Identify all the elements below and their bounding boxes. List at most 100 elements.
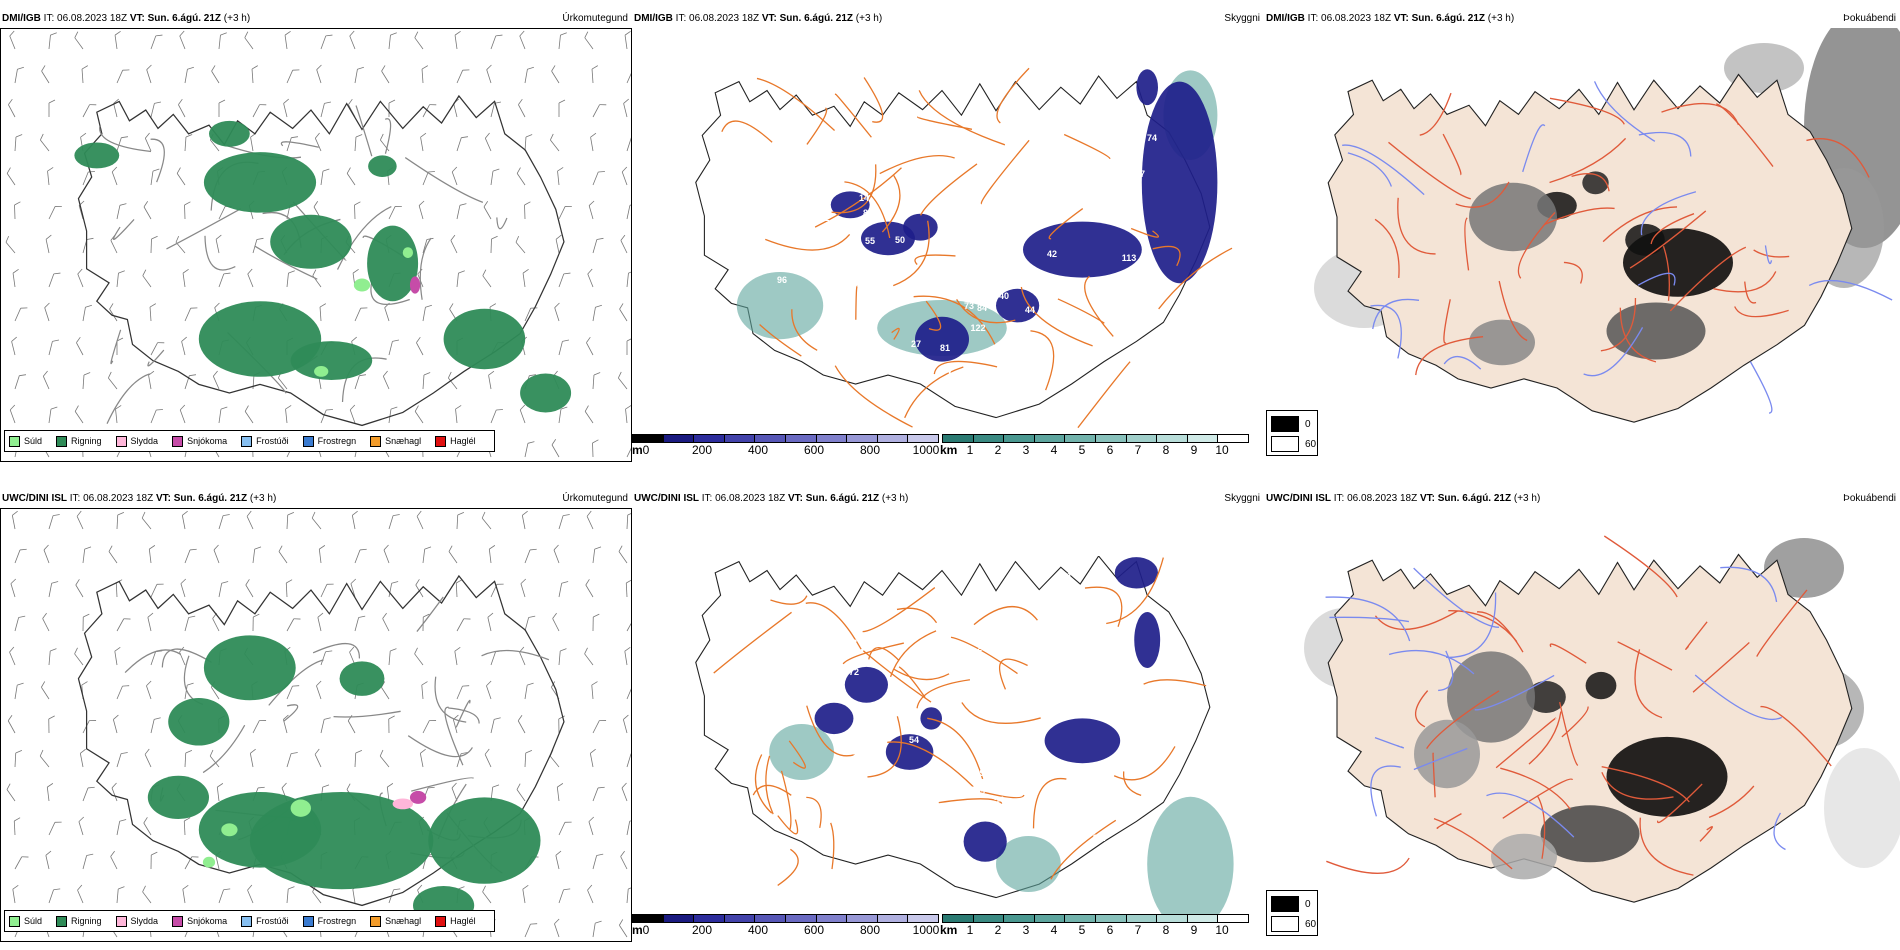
panel-header: DMI/IGB IT: 06.08.2023 18Z VT: Sun. 6.ág… — [632, 10, 1264, 28]
road-line — [1559, 701, 1579, 766]
lead-time: (+3 h) — [1487, 13, 1515, 24]
road-line — [416, 596, 444, 632]
road-line — [1808, 279, 1893, 301]
road-line — [1419, 92, 1452, 136]
wind-barb — [218, 888, 231, 904]
wind-barb — [422, 104, 437, 118]
wind-barb — [184, 615, 196, 632]
visibility-value: 40 — [998, 291, 1010, 301]
wind-barb — [618, 371, 628, 390]
fog-area — [1540, 805, 1640, 863]
wind-barb — [116, 136, 129, 152]
wind-barb — [14, 548, 27, 564]
precip-legend-label: Slydda — [130, 436, 159, 446]
wind-barb — [283, 98, 289, 118]
wind-barb — [184, 66, 194, 84]
precip-map-graphic — [77, 574, 565, 925]
road-line — [204, 235, 236, 271]
wind-barb — [551, 439, 560, 458]
road-line — [1048, 208, 1084, 240]
precip-legend-label: Haglél — [450, 916, 476, 926]
wind-barb — [7, 714, 16, 734]
fog-area — [1606, 302, 1706, 360]
precip-legend-item: Frostregn — [302, 435, 356, 447]
wind-barb — [451, 166, 458, 186]
wind-barb — [522, 269, 529, 288]
wind-barb — [624, 646, 631, 666]
road-line — [938, 798, 1003, 804]
visibility-low-km — [769, 724, 834, 780]
road-line — [106, 373, 150, 424]
valid-time: VT: Sun. 6.ágú. 21Z — [787, 493, 880, 504]
fog-index-legend: 0 60 — [1266, 890, 1318, 936]
wind-barb — [380, 133, 390, 152]
wind-barb — [46, 783, 54, 802]
visibility-value: 54 — [908, 735, 920, 745]
colorbar-unit: km — [940, 923, 958, 937]
wind-barb — [252, 104, 267, 118]
wind-barb — [592, 853, 604, 870]
wind-barb — [626, 819, 631, 836]
wind-barb — [247, 268, 254, 288]
colorbar-cell — [1065, 435, 1096, 442]
road-line — [713, 611, 792, 674]
iceland-group — [77, 574, 565, 925]
road-line — [1113, 746, 1176, 781]
wind-barb — [320, 409, 333, 424]
precip-legend-label: Snæhagl — [385, 436, 422, 446]
visibility-value: 55 — [864, 236, 876, 246]
road-line — [759, 323, 802, 357]
fog-area — [1526, 681, 1566, 713]
road-line — [1374, 736, 1404, 749]
wind-barb — [48, 821, 62, 836]
fog-area — [1606, 736, 1728, 817]
rain-area — [428, 797, 541, 884]
road-line — [280, 141, 319, 148]
wind-barb — [422, 720, 437, 734]
model-name: UWC/DINI ISL — [1266, 493, 1331, 504]
wind-barb — [456, 270, 465, 288]
wind-barb — [116, 752, 128, 768]
road-line — [124, 649, 182, 674]
drizzle-area — [314, 366, 329, 377]
precip-map-graphic — [74, 94, 572, 427]
wind-barb — [558, 648, 567, 666]
panel-header: DMI/IGB IT: 06.08.2023 18Z VT: Sun. 6.ág… — [0, 10, 632, 28]
wind-barb — [422, 304, 432, 322]
wind-barb — [14, 66, 24, 84]
wind-barb — [516, 167, 526, 186]
wind-barb — [349, 30, 356, 50]
colorbar-tick-label: 9 — [1190, 443, 1198, 457]
visibility-panel-top: DMI/IGB IT: 06.08.2023 18Z VT: Sun. 6.ág… — [632, 10, 1264, 462]
rain-area — [203, 635, 296, 701]
wind-barb — [314, 748, 322, 768]
road-line — [1638, 131, 1692, 157]
precip-legend-item: Súld — [9, 915, 42, 927]
road-line — [1650, 213, 1695, 245]
rain-area — [290, 341, 373, 381]
visibility-low-m — [903, 213, 938, 241]
visibility-value: 74 — [1146, 133, 1158, 143]
wind-barb — [252, 720, 267, 734]
wind-barb — [421, 681, 428, 700]
wind-barb — [388, 205, 402, 220]
wind-barb — [524, 749, 533, 768]
wind-barb — [320, 650, 333, 666]
wind-barb — [150, 583, 164, 598]
visibility-value: 54 — [852, 753, 864, 763]
wind-barb — [454, 31, 461, 50]
visibility-value: 164 — [970, 785, 986, 795]
wind-barb — [592, 920, 602, 938]
wind-barb — [558, 406, 568, 424]
road-line — [863, 77, 884, 123]
wind-barb — [451, 782, 458, 802]
wind-barb — [490, 168, 500, 186]
road-line — [896, 607, 938, 624]
wind-barb — [316, 64, 322, 84]
wind-barb — [516, 783, 526, 802]
visibility-value: 57 — [1022, 798, 1034, 808]
fog-legend-high: 0 — [1305, 418, 1311, 430]
colorbar-tick-label: 600 — [803, 923, 825, 937]
road-line — [384, 118, 392, 154]
road-line — [1773, 812, 1786, 851]
